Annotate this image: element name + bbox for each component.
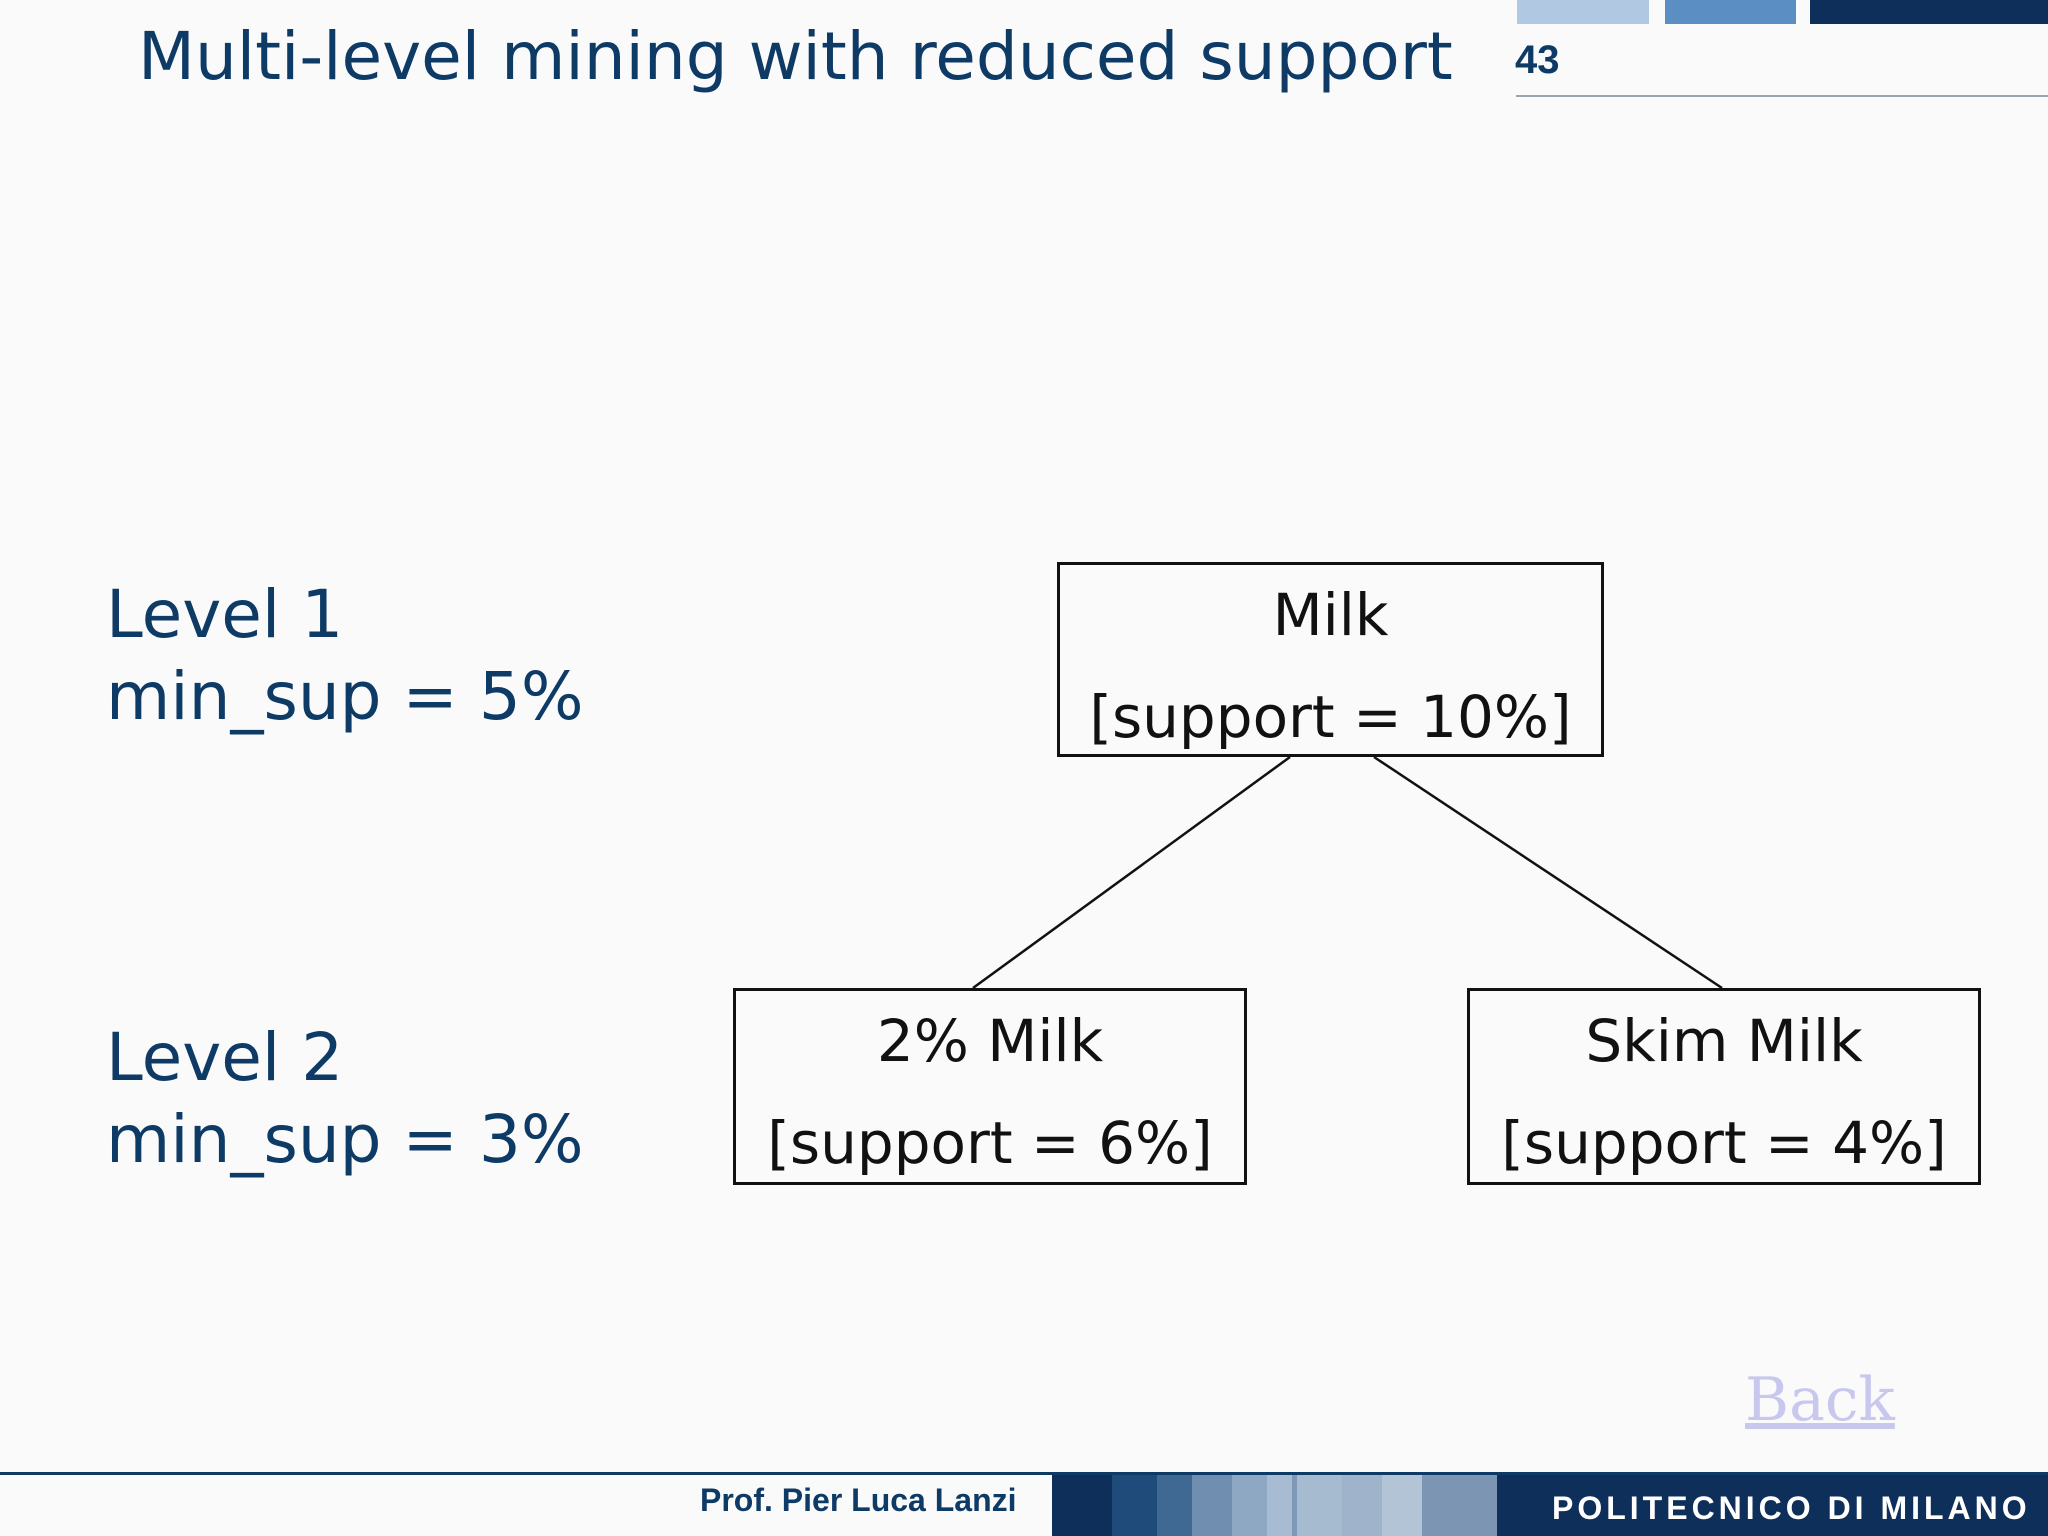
header-decor-block-dark: [1810, 0, 2048, 24]
footer-author: Prof. Pier Luca Lanzi: [700, 1482, 1017, 1518]
level-2-label-group: Level 2 min_sup = 3%: [106, 1017, 584, 1181]
node-support: [support = 4%]: [1501, 1109, 1947, 1177]
slide-number: 43: [1515, 38, 1560, 82]
level-2-label: Level 2: [106, 1019, 344, 1096]
node-support: [support = 6%]: [767, 1109, 1213, 1177]
tree-node-2pct-milk: 2% Milk [support = 6%]: [733, 988, 1247, 1185]
slide-title: Multi-level mining with reduced support: [138, 18, 1453, 95]
header-decor-block-light: [1517, 0, 1649, 24]
header-divider: [1516, 95, 2048, 97]
footer-decor-bar: [1052, 1475, 2048, 1536]
edge-milk-to-skim-milk: [1373, 755, 1723, 990]
node-name: Skim Milk: [1585, 1007, 1863, 1075]
footer-divider: [0, 1472, 2048, 1475]
level-1-label: Level 1: [106, 576, 344, 653]
level-2-min-sup: min_sup = 3%: [106, 1101, 584, 1178]
node-name: Milk: [1272, 581, 1389, 649]
level-1-min-sup: min_sup = 5%: [106, 658, 584, 735]
node-support: [support = 10%]: [1089, 683, 1572, 751]
tree-node-skim-milk: Skim Milk [support = 4%]: [1467, 988, 1981, 1185]
level-1-label-group: Level 1 min_sup = 5%: [106, 574, 584, 738]
back-link[interactable]: Back: [1745, 1365, 1895, 1435]
node-name: 2% Milk: [876, 1007, 1104, 1075]
edge-milk-to-2pct-milk: [972, 755, 1291, 990]
footer-institution: POLITECNICO DI MILANO: [1552, 1490, 2031, 1526]
header-decor-block-mid: [1665, 0, 1796, 24]
tree-node-milk: Milk [support = 10%]: [1057, 562, 1604, 757]
